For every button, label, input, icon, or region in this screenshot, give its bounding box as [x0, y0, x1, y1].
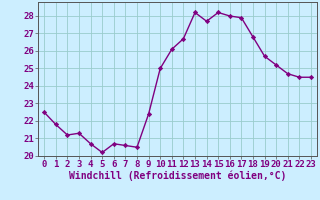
X-axis label: Windchill (Refroidissement éolien,°C): Windchill (Refroidissement éolien,°C) [69, 171, 286, 181]
